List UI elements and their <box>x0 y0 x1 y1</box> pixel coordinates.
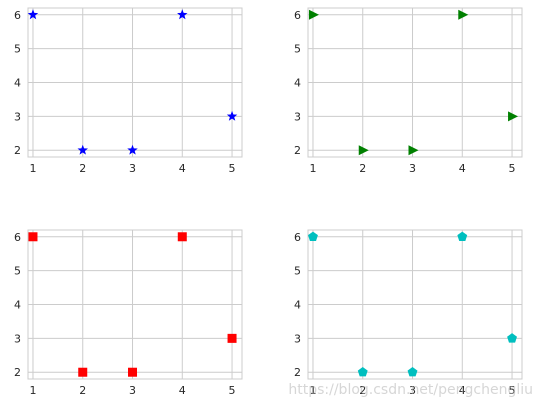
y-tick-label: 4 <box>14 299 21 312</box>
y-tick-label: 2 <box>14 366 21 379</box>
x-tick-label: 1 <box>309 162 316 175</box>
data-point <box>77 144 88 155</box>
data-point <box>127 144 138 155</box>
data-point <box>358 145 369 156</box>
x-tick-label: 1 <box>29 384 36 397</box>
y-tick-label: 5 <box>294 265 301 278</box>
x-tick-label: 5 <box>229 384 236 397</box>
data-point <box>408 145 419 156</box>
y-tick-label: 6 <box>294 9 301 22</box>
data-point <box>128 367 138 377</box>
y-tick-label: 2 <box>294 144 301 157</box>
x-tick-label: 4 <box>179 384 186 397</box>
data-point <box>226 110 238 121</box>
x-tick-label: 3 <box>409 162 416 175</box>
data-point <box>28 232 38 242</box>
x-tick-label: 1 <box>29 162 36 175</box>
x-tick-label: 5 <box>509 162 516 175</box>
x-tick-label: 5 <box>509 384 516 397</box>
x-tick-label: 4 <box>179 162 186 175</box>
data-point <box>177 232 187 242</box>
y-tick-label: 2 <box>294 366 301 379</box>
y-tick-label: 3 <box>14 110 21 123</box>
x-tick-label: 3 <box>409 384 416 397</box>
y-tick-label: 6 <box>14 9 21 22</box>
x-tick-label: 2 <box>359 162 366 175</box>
y-tick-label: 2 <box>14 144 21 157</box>
data-point <box>177 9 188 20</box>
x-tick-label: 2 <box>359 384 366 397</box>
data-point <box>27 9 39 20</box>
data-point <box>457 231 468 241</box>
y-tick-label: 4 <box>14 77 21 90</box>
data-point <box>407 367 418 377</box>
y-tick-label: 5 <box>14 265 21 278</box>
y-tick-label: 3 <box>294 332 301 345</box>
y-tick-label: 4 <box>294 77 301 90</box>
x-tick-label: 3 <box>129 162 136 175</box>
data-point <box>507 333 517 343</box>
x-tick-label: 5 <box>229 162 236 175</box>
data-point <box>308 9 319 20</box>
data-point <box>308 231 318 241</box>
y-tick-label: 3 <box>294 110 301 123</box>
y-tick-label: 5 <box>294 43 301 56</box>
data-point <box>357 367 368 377</box>
x-tick-label: 2 <box>79 384 86 397</box>
x-tick-label: 3 <box>129 384 136 397</box>
y-tick-label: 5 <box>14 43 21 56</box>
x-tick-label: 4 <box>459 384 466 397</box>
data-point <box>508 111 519 122</box>
data-point <box>227 333 237 343</box>
y-tick-label: 6 <box>14 231 21 244</box>
watermark: https://blog.csdn.net/pengchengliu <box>288 382 533 398</box>
y-tick-label: 4 <box>294 299 301 312</box>
x-tick-label: 4 <box>459 162 466 175</box>
x-tick-label: 2 <box>79 162 86 175</box>
y-tick-label: 6 <box>294 231 301 244</box>
y-tick-label: 3 <box>14 332 21 345</box>
x-tick-label: 1 <box>309 384 316 397</box>
data-point <box>78 367 88 377</box>
data-point <box>458 9 469 20</box>
